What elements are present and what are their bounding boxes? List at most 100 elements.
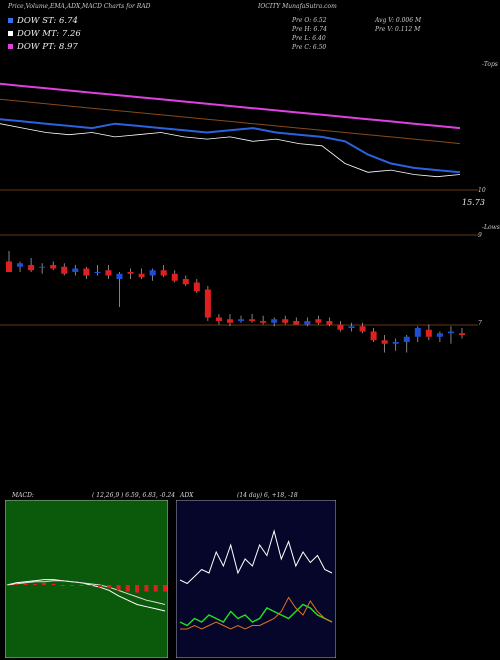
- candle-body: [138, 273, 145, 278]
- adx-title: ADX: [180, 492, 194, 499]
- candle-body: [204, 289, 211, 318]
- candle-body: [326, 321, 333, 325]
- legend-swatch-st: [8, 18, 13, 23]
- lows-label: -Lows: [482, 224, 500, 231]
- candle-body: [28, 265, 35, 271]
- candle-body: [249, 319, 256, 321]
- macd-histogram-bar: [5, 585, 9, 586]
- candle-body: [337, 324, 344, 330]
- stat-low: Pre L: 6.40: [292, 35, 326, 42]
- candle-body: [39, 266, 46, 268]
- macd-histogram-bar: [107, 585, 112, 589]
- candle-body: [149, 270, 156, 276]
- adx-background: [176, 500, 336, 658]
- tops-label: -Tops: [482, 61, 498, 68]
- adx-lines: [179, 529, 333, 630]
- candle-body: [425, 329, 432, 337]
- candle-body: [436, 333, 443, 337]
- candle-body: [61, 266, 68, 274]
- minus-di-line: [180, 596, 333, 630]
- macd-title: MACD:: [12, 492, 34, 499]
- candle-body: [160, 270, 167, 276]
- macd-histogram-bar: [163, 585, 167, 592]
- macd-histogram-bar: [88, 585, 93, 587]
- macd-line: [6, 579, 166, 612]
- macd-histogram-bar: [144, 585, 149, 592]
- candle-body: [171, 273, 178, 281]
- candle-body: [392, 342, 399, 344]
- macd-histogram-bar: [97, 585, 102, 588]
- legend-dow-st: DOW ST: 6.74: [8, 16, 78, 26]
- macd-histogram-bar: [42, 582, 47, 585]
- ema-mt-line: [0, 123, 461, 178]
- legend-label-mt: DOW MT: 7.26: [17, 29, 81, 39]
- candle-body: [315, 319, 322, 323]
- stat-open: Pre O: 6.52: [292, 17, 327, 24]
- macd-histogram-bar: [32, 583, 37, 585]
- macd-histogram-bar: [153, 585, 158, 592]
- candle-body: [116, 273, 123, 279]
- macd-background: [5, 500, 168, 658]
- price-chart: [0, 82, 478, 353]
- level-10-label: 10: [478, 187, 486, 194]
- macd-histogram-bar: [60, 585, 65, 586]
- macd-histogram-bar: [51, 583, 56, 585]
- ema-brown-line: [0, 98, 461, 145]
- candle-body: [271, 319, 278, 323]
- adx-chart: [176, 500, 336, 658]
- candle-body: [304, 321, 311, 325]
- macd-histogram-bar: [70, 585, 75, 586]
- stat-close: Pre C: 6.50: [292, 44, 327, 51]
- candle-body: [6, 261, 12, 272]
- legend-label-st: DOW ST: 6.74: [17, 16, 78, 26]
- candle-body: [182, 279, 189, 285]
- macd-lines: [5, 579, 167, 612]
- candle-body: [282, 319, 289, 323]
- candle-body: [403, 336, 410, 342]
- macd-histogram-bar: [23, 583, 28, 585]
- candle-body: [359, 326, 366, 332]
- candle-body: [215, 317, 222, 321]
- candle-body: [50, 265, 57, 269]
- candle-body: [17, 263, 24, 267]
- legend-swatch-pt: [8, 44, 13, 49]
- legend-label-pt: DOW PT: 8.97: [17, 42, 78, 52]
- candle-body: [226, 319, 233, 323]
- level-7-label: 7: [478, 320, 482, 327]
- candle-body: [414, 328, 421, 337]
- ema-lines: [0, 82, 478, 236]
- candle-body: [381, 340, 388, 344]
- candle-body: [370, 331, 377, 341]
- legend-dow-pt: DOW PT: 8.97: [8, 42, 78, 52]
- macd-histogram-bar: [79, 585, 84, 586]
- candle-body: [83, 268, 90, 276]
- price-label: 15.73: [462, 198, 485, 207]
- candle-body: [293, 321, 300, 325]
- ema-pt-line: [0, 82, 461, 130]
- candle-body: [260, 321, 267, 323]
- candle-body: [127, 272, 134, 274]
- stat-avg-volume: Avg V: 0.006 M: [375, 17, 422, 24]
- candle-body: [447, 331, 454, 334]
- macd-chart: [5, 500, 168, 658]
- signal-line: [6, 580, 166, 605]
- plus-di-line: [179, 603, 333, 627]
- candle-body: [238, 319, 245, 321]
- ema-st-line: [0, 118, 461, 174]
- candle-body: [72, 268, 79, 272]
- site-title: IOCITY MunafaSutra.com: [258, 3, 337, 10]
- candle-body: [459, 333, 465, 335]
- candle-body: [348, 326, 355, 328]
- stat-high: Pre H: 6.74: [292, 26, 327, 33]
- macd-histogram-bar: [125, 585, 130, 592]
- candle-body: [105, 270, 112, 276]
- level-9-label: 9: [478, 232, 482, 239]
- macd-histogram-bar: [14, 583, 19, 585]
- macd-histogram-bar: [116, 585, 121, 591]
- candles: [0, 251, 478, 353]
- macd-histogram-bar: [135, 585, 140, 593]
- chart-title: Price,Volume,EMA,ADX,MACD Charts for RAD: [8, 3, 151, 10]
- macd-params: ( 12,26,9 ) 6.59, 6.83, -0.24: [92, 492, 176, 499]
- candle-body: [94, 272, 101, 273]
- adx-params: (14 day) 6, +18, -18: [237, 492, 298, 499]
